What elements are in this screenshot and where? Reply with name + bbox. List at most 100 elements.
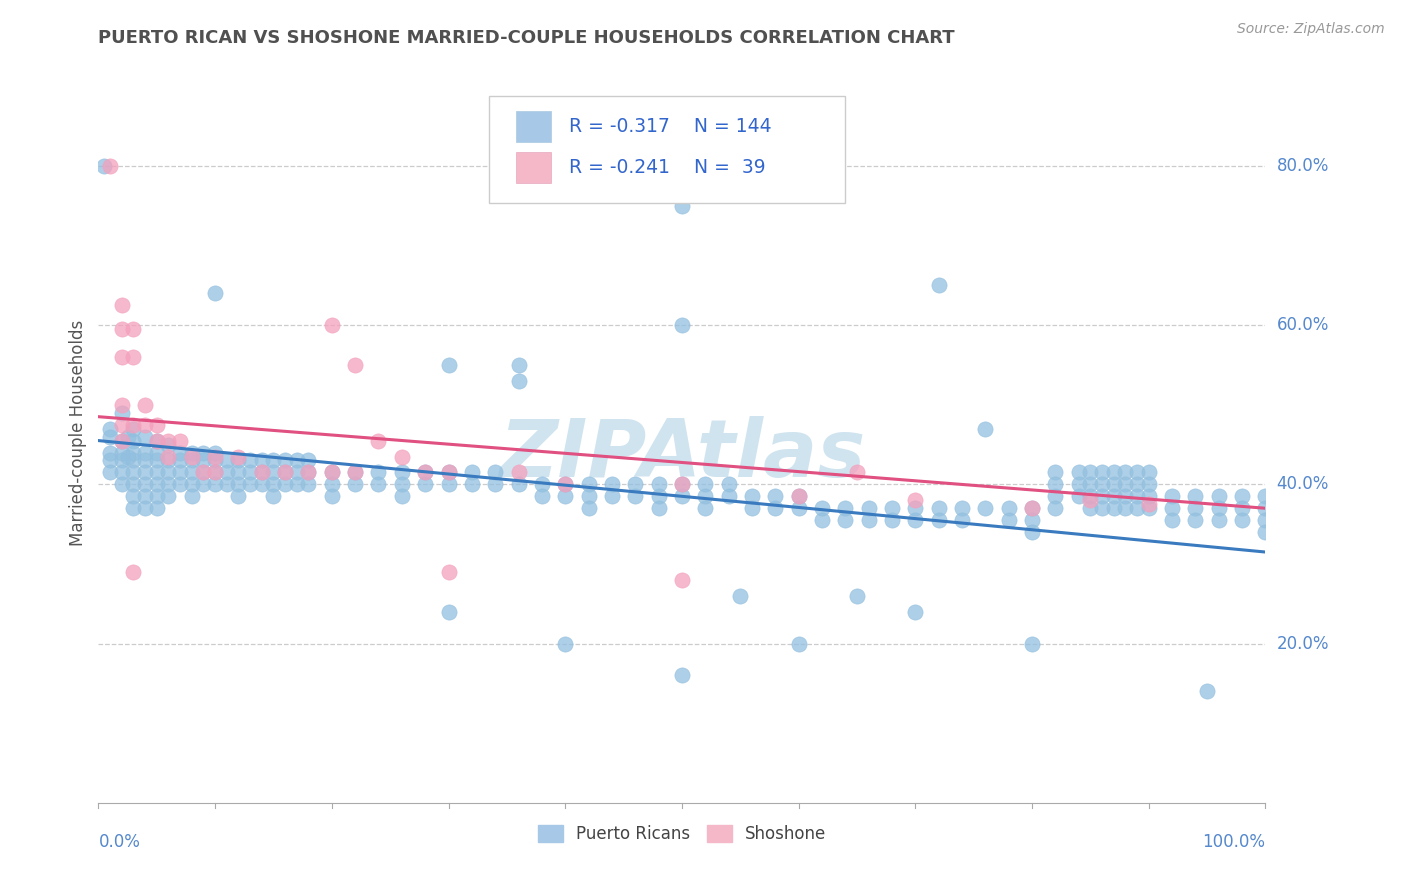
Point — [554, 477, 576, 491]
Point — [193, 466, 215, 480]
Point — [1091, 477, 1114, 491]
Point — [846, 589, 869, 603]
Point — [997, 501, 1019, 516]
Point — [437, 605, 460, 619]
Point — [391, 466, 413, 480]
Point — [413, 466, 436, 480]
Point — [647, 477, 669, 491]
Point — [157, 437, 180, 451]
Point — [1091, 501, 1114, 516]
Point — [204, 466, 226, 480]
Point — [169, 445, 191, 459]
Point — [1126, 477, 1149, 491]
Point — [846, 466, 869, 480]
Point — [169, 466, 191, 480]
Point — [204, 450, 226, 464]
Point — [1045, 501, 1067, 516]
Point — [1208, 501, 1230, 516]
Point — [1045, 489, 1067, 503]
Point — [297, 466, 319, 480]
Point — [157, 450, 180, 464]
Point — [997, 513, 1019, 527]
Point — [974, 422, 997, 436]
Point — [157, 434, 180, 448]
Point — [111, 445, 134, 459]
Point — [262, 466, 284, 480]
Point — [1114, 501, 1136, 516]
Point — [763, 489, 786, 503]
Text: ZIPAtlas: ZIPAtlas — [499, 416, 865, 494]
Point — [111, 434, 134, 448]
Point — [461, 477, 484, 491]
Point — [1161, 501, 1184, 516]
Point — [1114, 477, 1136, 491]
Point — [1080, 466, 1102, 480]
Point — [169, 477, 191, 491]
Point — [974, 501, 997, 516]
Point — [134, 445, 156, 459]
Point — [695, 489, 717, 503]
Point — [763, 501, 786, 516]
Point — [1254, 489, 1277, 503]
Point — [787, 489, 810, 503]
Point — [297, 453, 319, 467]
Point — [1230, 513, 1253, 527]
Point — [741, 489, 763, 503]
Point — [1091, 466, 1114, 480]
Point — [508, 477, 530, 491]
Point — [695, 477, 717, 491]
Point — [1137, 497, 1160, 511]
Point — [193, 453, 215, 467]
Point — [1114, 466, 1136, 480]
Point — [858, 513, 880, 527]
Point — [111, 350, 134, 364]
Point — [1137, 489, 1160, 503]
Text: 80.0%: 80.0% — [1277, 157, 1329, 175]
Point — [1067, 489, 1090, 503]
Point — [367, 466, 389, 480]
Y-axis label: Married-couple Households: Married-couple Households — [69, 319, 87, 546]
Point — [1091, 489, 1114, 503]
Point — [671, 477, 693, 491]
Point — [122, 350, 145, 364]
Point — [730, 589, 752, 603]
Point — [834, 513, 856, 527]
Point — [904, 605, 927, 619]
Point — [134, 477, 156, 491]
Point — [146, 445, 169, 459]
Point — [1021, 501, 1043, 516]
Point — [146, 453, 169, 467]
Point — [624, 477, 647, 491]
Point — [344, 358, 367, 372]
Point — [239, 466, 262, 480]
Point — [741, 501, 763, 516]
Point — [134, 429, 156, 443]
Point — [111, 453, 134, 467]
Point — [1184, 489, 1206, 503]
Text: 20.0%: 20.0% — [1277, 634, 1329, 653]
Point — [787, 489, 810, 503]
Point — [928, 278, 950, 293]
Point — [1067, 477, 1090, 491]
Point — [117, 450, 139, 464]
Point — [204, 477, 226, 491]
Point — [811, 501, 834, 516]
Point — [508, 358, 530, 372]
Point — [1137, 466, 1160, 480]
Point — [239, 453, 262, 467]
Point — [134, 417, 156, 432]
Point — [717, 489, 740, 503]
Point — [215, 477, 238, 491]
Point — [1080, 501, 1102, 516]
Point — [1102, 477, 1125, 491]
Point — [111, 298, 134, 312]
Point — [1114, 489, 1136, 503]
Point — [671, 668, 693, 682]
Point — [98, 422, 121, 436]
Point — [1126, 466, 1149, 480]
Text: Source: ZipAtlas.com: Source: ZipAtlas.com — [1237, 22, 1385, 37]
Point — [391, 450, 413, 464]
Point — [215, 466, 238, 480]
Point — [367, 477, 389, 491]
Point — [1161, 489, 1184, 503]
